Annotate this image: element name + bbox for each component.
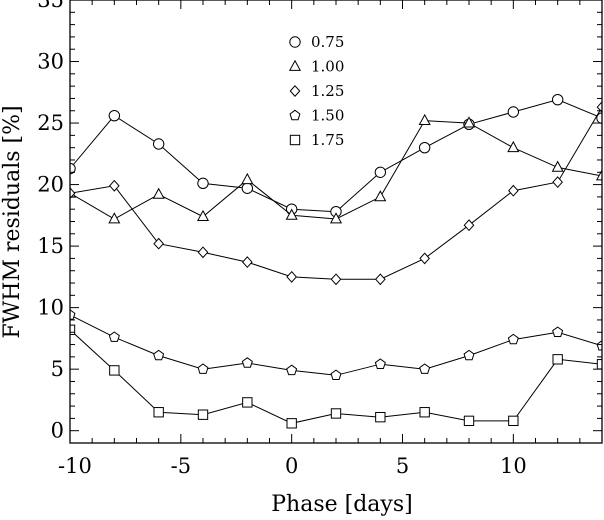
data-point (153, 349, 165, 361)
data-point (375, 273, 386, 286)
tick-labels: -10 -5 0 5 10 0 5 10 15 20 25 30 35 (37, 0, 526, 478)
legend-marker-square-icon (289, 134, 301, 146)
data-point (508, 184, 519, 197)
data-point (418, 141, 431, 154)
x-tick-label: 10 (500, 454, 527, 478)
legend-marker-pentagon-icon (289, 109, 301, 121)
data-point (70, 309, 76, 320)
legend-item: 1.50 (289, 107, 344, 125)
y-axis-title: FWHM residuals [%] (0, 105, 25, 338)
x-tick-label: 5 (396, 454, 409, 478)
y-tick-label: 20 (37, 173, 64, 197)
legend-item: 1.75 (289, 131, 344, 149)
x-tick-label: -5 (171, 454, 191, 478)
legend: 0.75 1.00 1.25 1.50 1.75 (288, 33, 344, 149)
legend-item: 1.25 (289, 82, 344, 100)
legend-label: 1.00 (311, 58, 344, 76)
x-tick-label: -10 (58, 454, 92, 478)
y-tick-label: 0 (51, 419, 64, 443)
data-point (508, 415, 519, 427)
data-point (330, 408, 342, 419)
data-point (375, 411, 386, 423)
y-tick-label: 25 (37, 111, 64, 135)
data-point (419, 407, 430, 418)
data-point (241, 172, 254, 185)
data-point (70, 187, 76, 200)
data-point (507, 333, 519, 345)
data-point (329, 212, 343, 224)
data-point (109, 365, 120, 376)
y-tick-label: 5 (51, 357, 64, 381)
data-point (552, 326, 564, 337)
data-point (596, 339, 602, 351)
data-point (108, 212, 121, 224)
data-point (152, 138, 165, 150)
data-point (330, 273, 342, 286)
axis-ticks (69, 0, 603, 443)
legend-marker-diamond-icon (289, 85, 301, 97)
legend-item: 1.00 (288, 58, 344, 76)
data-point (152, 187, 165, 199)
legend-label: 1.75 (311, 131, 344, 149)
series-1-75 (70, 324, 602, 429)
data-point (374, 166, 387, 178)
y-tick-label: 10 (37, 296, 64, 320)
data-point (242, 397, 253, 408)
data-point (242, 256, 253, 269)
data-point (285, 208, 298, 220)
data-point (596, 359, 602, 370)
data-point (551, 93, 564, 106)
legend-marker-triangle-icon (288, 59, 302, 71)
data-point (463, 349, 475, 361)
data-point (551, 160, 564, 172)
series-1-25 (70, 101, 602, 286)
legend-label: 1.25 (311, 82, 344, 100)
data-point (197, 363, 209, 374)
data-point (330, 369, 342, 380)
data-point (463, 415, 475, 427)
data-point (507, 106, 520, 118)
data-point (197, 177, 209, 190)
y-tick-label: 15 (37, 234, 64, 258)
data-point (153, 407, 164, 418)
data-point (552, 354, 563, 365)
legend-label: 0.75 (311, 33, 344, 51)
data-point (463, 219, 475, 232)
series-1-50 (70, 309, 602, 380)
legend-item: 0.75 (289, 33, 344, 51)
series-layer (70, 93, 602, 429)
data-point (109, 179, 120, 192)
data-point (153, 237, 164, 250)
legend-label: 1.50 (311, 107, 344, 125)
data-point (596, 101, 602, 114)
data-point (419, 363, 431, 374)
data-point (507, 140, 520, 153)
data-point (374, 358, 386, 369)
data-point (418, 113, 431, 125)
data-point (462, 116, 476, 128)
series-line (70, 314, 602, 376)
data-point (241, 182, 254, 194)
data-point (374, 190, 387, 202)
data-point (286, 364, 298, 376)
y-tick-label: 35 (37, 0, 64, 12)
data-point (108, 331, 120, 342)
x-axis-title: Phase [days] (271, 492, 412, 517)
x-tick-label: 0 (285, 454, 298, 478)
data-point (197, 246, 209, 259)
data-point (196, 209, 210, 221)
data-point (241, 357, 253, 368)
data-point (197, 409, 209, 420)
data-point (419, 252, 430, 265)
data-point (108, 109, 121, 122)
y-tick-label: 30 (37, 50, 64, 74)
legend-marker-circle-icon (289, 36, 301, 48)
data-point (286, 418, 297, 429)
data-point (552, 176, 563, 189)
data-point (70, 324, 76, 335)
data-point (286, 270, 297, 283)
